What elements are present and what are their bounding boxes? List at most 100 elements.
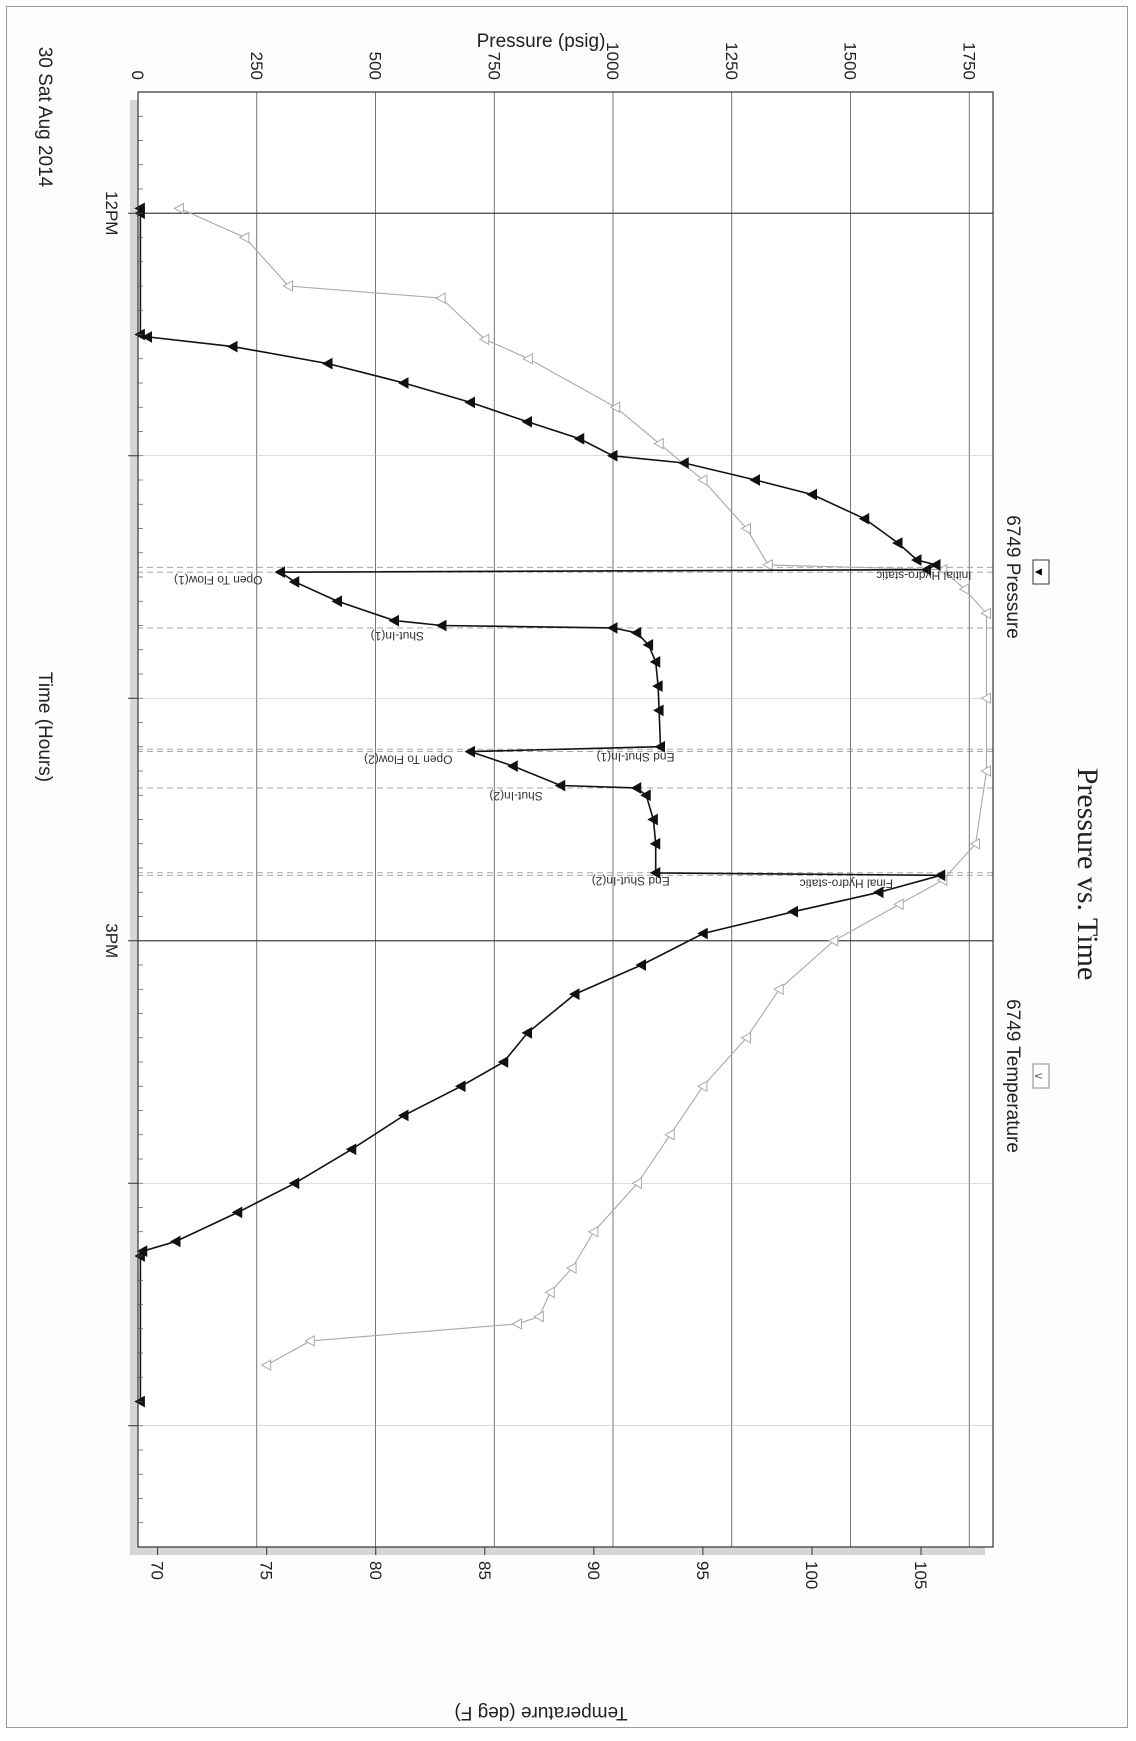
- x-tick-label: 12PM: [102, 191, 121, 235]
- legend-temperature-label: 6749 Temperature: [1002, 999, 1023, 1153]
- temperature-data-point: [696, 1080, 708, 1093]
- pressure-data-point: [521, 1027, 532, 1039]
- pressure-data-point: [454, 1080, 466, 1093]
- pressure-data-point: [787, 905, 798, 918]
- pressure-data-point: [288, 1177, 300, 1190]
- temperature-data-point: [587, 1225, 599, 1238]
- y-tick-label-left: 0: [128, 71, 147, 80]
- pressure-data-point: [929, 559, 941, 571]
- y-tick-label-right: 70: [148, 1561, 167, 1580]
- pressure-data-point: [321, 357, 333, 370]
- event-label: End Shut-In(2): [592, 874, 670, 888]
- pressure-data-point: [464, 745, 475, 758]
- plot-border: [137, 91, 994, 1548]
- y-tick-label-right: 85: [475, 1561, 494, 1580]
- temperature-data-point: [533, 1310, 544, 1323]
- pressure-vs-time-chart: Pressure vs. Time ▼ 6749 Pressure ∨ 6749…: [34, 31, 1104, 1723]
- pressure-data-point: [274, 566, 285, 578]
- rotated-chart-page: Pressure vs. Time ▼ 6749 Pressure ∨ 6749…: [7, 7, 1136, 1741]
- y-tick-label-right: 75: [257, 1561, 276, 1580]
- temperature-data-point: [173, 202, 184, 215]
- pressure-data-point: [507, 760, 518, 772]
- temperature-data-point: [980, 692, 991, 705]
- x-axis-label: Time (Hours): [34, 672, 55, 782]
- temperature-data-point: [969, 837, 981, 850]
- pressure-data-point: [910, 554, 922, 566]
- pressure-data-point: [169, 1235, 181, 1248]
- event-label: Open To Flow(1): [174, 573, 262, 587]
- pressure-data-point: [226, 340, 238, 353]
- pressure-data-point: [497, 1056, 509, 1068]
- pressure-data-point: [649, 656, 661, 668]
- pressure-data-point: [697, 927, 708, 940]
- pressure-data-point: [749, 474, 760, 486]
- y-tick-label-left: 750: [484, 52, 503, 80]
- x-tick-label: 3PM: [102, 923, 121, 958]
- pressure-data-point: [606, 622, 618, 634]
- temperature-data-point: [631, 1177, 642, 1190]
- pressure-data-point: [653, 704, 664, 717]
- y-tick-label-left: 1500: [841, 42, 860, 80]
- x-axis-date-label: 30 Sat Aug 2014: [34, 47, 55, 188]
- temperature-data-point: [478, 333, 490, 346]
- event-label: Final Hydro-static: [800, 876, 893, 890]
- temperature-data-point: [827, 934, 839, 947]
- temperature-data-point: [511, 1318, 523, 1330]
- temperature-data-point: [282, 280, 293, 292]
- pressure-data-point: [388, 614, 399, 627]
- temperature-data-point: [740, 1031, 752, 1044]
- pressure-data-point: [288, 576, 300, 588]
- temperature-data-point: [304, 1335, 315, 1347]
- pressure-data-point: [872, 886, 884, 899]
- temperature-data-point: [762, 559, 773, 571]
- pressure-data-point: [141, 331, 152, 343]
- pressure-data-point: [649, 837, 661, 850]
- temperature-data-point: [893, 898, 904, 911]
- y-tick-label-left: 250: [247, 52, 266, 80]
- y-tick-label-left: 1750: [959, 42, 978, 80]
- temperature-data-point: [980, 765, 991, 777]
- y-axis-right-label: Temperature (deg F): [454, 1702, 627, 1723]
- pressure-data-point: [652, 680, 663, 692]
- pressure-data-point: [568, 988, 580, 1000]
- legend-pressure-marker-box[interactable]: [1032, 559, 1050, 585]
- plot-area: [138, 92, 993, 1547]
- pressure-data-point: [654, 740, 665, 753]
- y-tick-label-right: 90: [584, 1561, 603, 1580]
- y-axis-left-label: Pressure (psig): [477, 31, 606, 52]
- pressure-data-point: [521, 415, 532, 428]
- temperature-data-point: [773, 983, 784, 996]
- temperature-data-point: [653, 437, 664, 450]
- chart-frame: Pressure vs. Time ▼ 6749 Pressure ∨ 6749…: [6, 6, 1128, 1728]
- temperature-data-point: [958, 583, 970, 595]
- event-label: End Shut-In(1): [596, 750, 674, 764]
- temperature-data-point: [936, 563, 948, 576]
- temperature-data-point: [609, 401, 621, 414]
- event-label: Shut-In(2): [489, 789, 542, 803]
- temperature-data-point: [544, 1286, 555, 1299]
- legend-temperature-marker: ∨: [1032, 1072, 1046, 1081]
- y-tick-label-left: 1000: [603, 42, 622, 80]
- y-tick-label-right: 100: [802, 1561, 821, 1589]
- pressure-data-point: [858, 512, 870, 525]
- pressure-data-point: [630, 626, 642, 639]
- legend-pressure-marker: ▼: [1032, 566, 1046, 578]
- y-tick-label-left: 500: [366, 52, 385, 80]
- temperature-data-point: [980, 607, 991, 620]
- pressure-data-point: [435, 619, 447, 632]
- temperature-data-point: [664, 1128, 675, 1141]
- pressure-data-point: [231, 1206, 243, 1219]
- pressure-data-point: [397, 1109, 409, 1122]
- pressure-data-point: [920, 563, 931, 576]
- event-label: Initial Hydro-static: [876, 568, 971, 582]
- pressure-data-point: [630, 782, 642, 794]
- legend-temperature-marker-box[interactable]: [1032, 1063, 1050, 1089]
- pressure-data-point: [640, 789, 651, 802]
- y-tick-label-right: 80: [366, 1561, 385, 1580]
- pressure-data-point: [554, 779, 566, 792]
- pressure-data-point: [606, 449, 618, 462]
- chart-title: Pressure vs. Time: [1071, 768, 1104, 981]
- pressure-data-point: [573, 432, 585, 445]
- temperature-data-point: [696, 474, 708, 486]
- legend-pressure-label: 6749 Pressure: [1002, 515, 1023, 639]
